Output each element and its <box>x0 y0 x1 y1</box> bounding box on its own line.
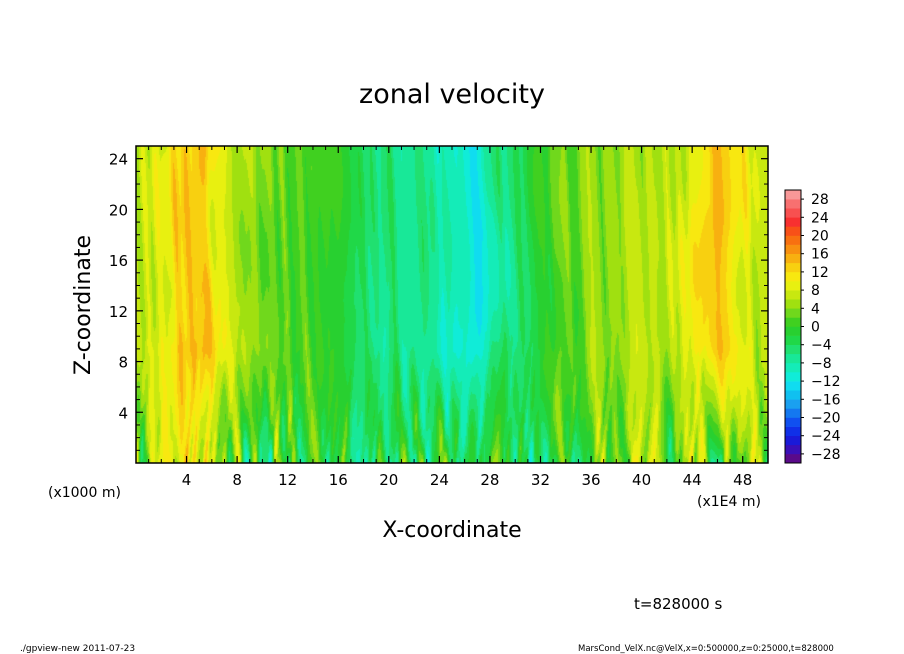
colorbar-swatch-10 <box>785 362 801 373</box>
colorbar-label-0: 28 <box>811 192 829 208</box>
colorbar-swatch-6 <box>785 399 801 409</box>
y-axis-ticks: 4 8 12 16 20 24 <box>109 151 768 451</box>
colorbar-label-8: −4 <box>811 338 832 354</box>
colorbar-label-6: 4 <box>811 301 820 317</box>
colorbar-swatch-24 <box>785 235 801 245</box>
colorbar <box>784 189 802 464</box>
colorbar-swatch-18 <box>785 290 801 300</box>
x-unit-right: (x1E4 m) <box>697 494 761 510</box>
colorbar-swatch-25 <box>785 226 801 236</box>
colorbar-swatch-8 <box>785 381 801 391</box>
colorbar-swatch-29 <box>785 190 801 200</box>
colorbar-label-9: −8 <box>811 356 832 372</box>
colorbar-label-7: 0 <box>811 320 820 336</box>
x-tick-label-0: 4 <box>182 471 192 489</box>
colorbar-swatch-12 <box>785 344 801 355</box>
x-tick-label-6: 28 <box>480 471 499 489</box>
footer-left: ./gpview-new 2011-07-23 <box>20 644 135 654</box>
colorbar-swatch-4 <box>785 417 801 427</box>
y-tick-label-2: 12 <box>109 303 128 321</box>
x-axis-ticks: 4 8 12 16 20 24 28 32 36 40 44 48 <box>148 146 756 489</box>
x-tick-label-8: 36 <box>581 471 600 489</box>
x-tick-label-4: 20 <box>379 471 398 489</box>
colorbar-swatch-17 <box>785 299 801 309</box>
y-tick-label-1: 8 <box>118 354 128 372</box>
x-tick-label-1: 8 <box>232 471 242 489</box>
x-tick-label-11: 48 <box>733 471 752 489</box>
colorbar-label-1: 24 <box>811 210 829 226</box>
time-label: t=828000 s <box>634 595 722 613</box>
colorbar-swatch-14 <box>785 326 801 336</box>
colorbar-label-5: 8 <box>811 283 820 299</box>
y-tick-label-0: 4 <box>118 404 128 422</box>
x-tick-label-10: 44 <box>683 471 702 489</box>
colorbar-label-3: 16 <box>811 247 829 263</box>
y-tick-label-3: 16 <box>109 252 128 270</box>
heatmap-field <box>136 146 768 463</box>
colorbar-swatch-9 <box>785 372 801 382</box>
colorbar-swatch-28 <box>785 199 801 209</box>
x-tick-label-5: 24 <box>430 471 449 489</box>
colorbar-swatch-26 <box>785 217 801 227</box>
colorbar-swatch-21 <box>785 262 801 273</box>
y-tick-label-4: 20 <box>109 201 128 219</box>
x-axis-label: X-coordinate <box>382 518 521 543</box>
colorbar-swatch-3 <box>785 426 801 436</box>
chart-title: zonal velocity <box>359 79 545 110</box>
colorbar-label-11: −16 <box>811 392 841 408</box>
colorbar-swatch-5 <box>785 408 801 418</box>
x-unit-left: (x1000 m) <box>48 485 121 501</box>
footer-right: MarsCond_VelX.nc@VelX,x=0:500000,z=0:250… <box>578 644 834 654</box>
colorbar-swatch-23 <box>785 244 801 254</box>
colorbar-swatch-15 <box>785 317 801 327</box>
colorbar-label-2: 20 <box>811 229 829 245</box>
colorbar-label-14: −28 <box>811 447 841 463</box>
y-tick-label-5: 24 <box>109 151 128 169</box>
x-tick-label-9: 40 <box>632 471 651 489</box>
colorbar-label-4: 12 <box>811 265 829 281</box>
colorbar-label-10: −12 <box>811 374 841 390</box>
x-tick-label-3: 16 <box>329 471 348 489</box>
colorbar-swatch-27 <box>785 208 801 218</box>
x-tick-label-2: 12 <box>278 471 297 489</box>
colorbar-swatch-16 <box>785 308 801 318</box>
y-axis-label: Z-coordinate <box>71 235 96 375</box>
colorbar-swatch-22 <box>785 253 801 264</box>
colorbar-label-12: −20 <box>811 411 841 427</box>
x-tick-label-7: 32 <box>531 471 550 489</box>
colorbar-swatch-11 <box>785 353 801 364</box>
colorbar-swatch-7 <box>785 390 801 400</box>
colorbar-labels: 28 24 20 16 12 8 4 0 −4 −8 −12 −16 −20 −24 −28 <box>801 192 841 463</box>
colorbar-swatch-2 <box>785 435 801 446</box>
colorbar-swatch-19 <box>785 281 801 291</box>
colorbar-swatch-0 <box>785 453 801 464</box>
colorbar-label-13: −24 <box>811 429 841 445</box>
colorbar-swatch-1 <box>785 444 801 455</box>
colorbar-swatch-20 <box>785 271 801 282</box>
colorbar-swatch-13 <box>785 335 801 345</box>
